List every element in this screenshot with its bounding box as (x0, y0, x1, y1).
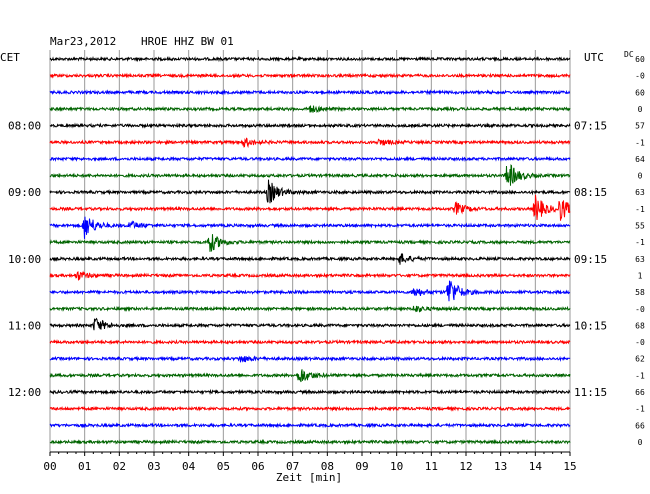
seismic-trace (49, 55, 571, 63)
seismic-trace (49, 355, 571, 363)
cet-time-label: 11:00 (8, 319, 41, 332)
dc-offset-value: 63 (635, 188, 645, 197)
seismic-trace (49, 137, 571, 149)
seismic-trace (49, 317, 571, 331)
dc-offset-header: DC (624, 50, 634, 59)
dc-offset-value: -1 (635, 238, 645, 247)
x-tick-label: 06 (251, 460, 264, 473)
cet-time-label: 08:00 (8, 120, 41, 133)
x-tick-label: 10 (390, 460, 403, 473)
seismic-trace (49, 194, 571, 221)
x-tick-label: 07 (286, 460, 299, 473)
seismic-trace (49, 405, 571, 412)
seismic-trace (49, 216, 571, 239)
x-tick-label: 02 (113, 460, 126, 473)
station-code: HROE HHZ BW 01 (141, 35, 234, 48)
dc-offset-value: 0 (638, 438, 643, 447)
seismic-traces (49, 55, 571, 446)
dc-offset-value: -1 (635, 405, 645, 414)
dc-offset-value: -0 (635, 305, 645, 314)
seismic-trace (49, 305, 571, 313)
seismic-trace (49, 122, 571, 129)
utc-time-label: 09:15 (574, 253, 607, 266)
x-tick-label: 11 (425, 460, 438, 473)
seismic-trace (49, 338, 571, 346)
dc-offset-value: 57 (635, 122, 645, 131)
cet-time-label: 09:00 (8, 186, 41, 199)
seismic-trace (49, 369, 571, 383)
cet-time-label: 12:00 (8, 386, 41, 399)
dc-offset-value: -0 (635, 72, 645, 81)
utc-time-label: 07:15 (574, 120, 607, 133)
local-timezone-label: CET (0, 51, 20, 64)
seismic-trace (49, 388, 571, 396)
dc-offset-value: 0 (638, 172, 643, 181)
seismic-trace (49, 438, 571, 446)
x-axis: 00 01 02 03 04 05 06 07 08 09 10 11 12 13 14 15 (43, 451, 577, 473)
x-tick-label: 12 (459, 460, 472, 473)
dc-offset-value: 60 (635, 55, 645, 64)
x-tick-label: 00 (43, 460, 56, 473)
seismic-trace (49, 253, 571, 265)
minute-gridlines (49, 50, 571, 452)
seismic-trace (49, 270, 571, 281)
time-labels: 08:00 09:00 10:00 11:00 12:00 07:15 08:15 09:15… (8, 55, 645, 447)
utc-time-label: 08:15 (574, 186, 607, 199)
dc-offset-value: 62 (635, 355, 645, 364)
dc-offset-value: 68 (635, 321, 645, 330)
dc-offset-value: 60 (635, 88, 645, 97)
dc-offset-value: -1 (635, 205, 645, 214)
seismic-trace (49, 155, 571, 163)
x-axis-label: Zeit [min] (276, 471, 342, 484)
utc-time-label: 11:15 (574, 386, 607, 399)
recording-date: Mar23,2012 (50, 35, 116, 48)
x-tick-label: 03 (147, 460, 160, 473)
dc-offset-value: 64 (635, 155, 645, 164)
dc-offset-value: 63 (635, 255, 645, 264)
seismic-trace (49, 234, 571, 252)
seismic-trace (49, 280, 571, 302)
x-tick-label: 01 (78, 460, 91, 473)
seismic-trace (49, 164, 571, 186)
x-tick-label: 14 (529, 460, 543, 473)
seismic-trace (49, 105, 571, 114)
utc-timezone-label: UTC (584, 51, 604, 64)
seismic-trace (49, 89, 571, 96)
x-tick-label: 15 (563, 460, 576, 473)
dc-offset-value: -1 (635, 371, 645, 380)
dc-offset-value: 66 (635, 421, 645, 430)
seismic-trace (49, 179, 571, 204)
seismic-trace (49, 422, 571, 429)
dc-offset-value: -0 (635, 338, 645, 347)
dc-offset-value: 1 (638, 271, 643, 280)
x-tick-label: 05 (217, 460, 230, 473)
dc-offset-value: -1 (635, 138, 645, 147)
x-tick-label: 08 (321, 460, 334, 473)
x-tick-label: 09 (355, 460, 368, 473)
utc-time-label: 10:15 (574, 319, 607, 332)
cet-time-label: 10:00 (8, 253, 41, 266)
x-tick-label: 04 (182, 460, 196, 473)
seismic-trace (49, 72, 571, 79)
dc-offset-value: 0 (638, 105, 643, 114)
dc-offset-value: 58 (635, 288, 645, 297)
dc-offset-value: 66 (635, 388, 645, 397)
dc-offset-value: 55 (635, 222, 645, 231)
x-tick-label: 13 (494, 460, 507, 473)
